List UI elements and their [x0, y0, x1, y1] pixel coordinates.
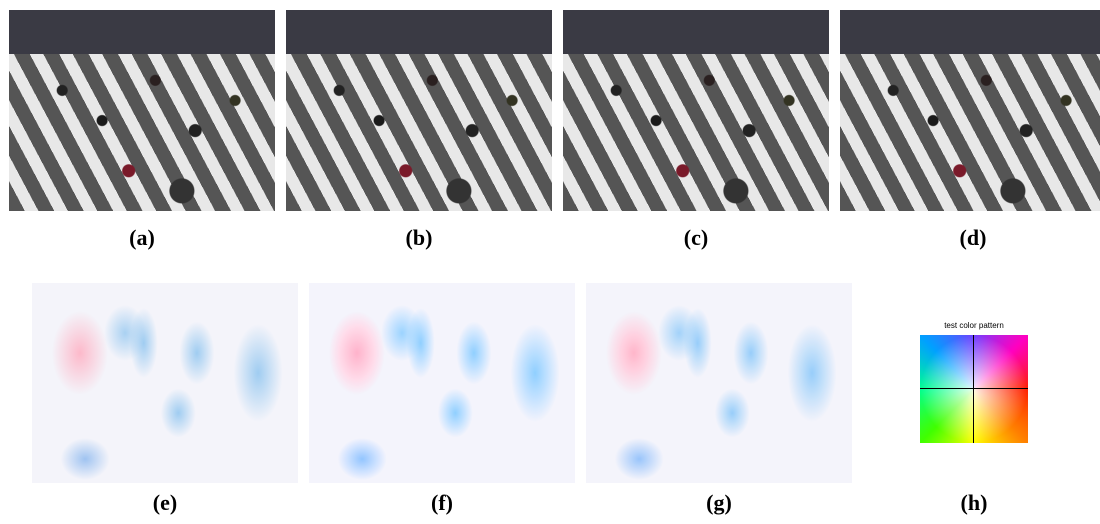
flow-field: [309, 283, 575, 483]
panel-label: (h): [961, 490, 988, 516]
panel-label: (c): [684, 225, 708, 251]
crowd-frame: [840, 10, 1100, 211]
figure: (a) (b) (c) (d) test color pattern (e) (…: [0, 0, 1100, 524]
color-pattern: [920, 335, 1028, 443]
crosshair: [973, 335, 974, 443]
wheel-center: [920, 335, 1028, 443]
panel-label: (e): [153, 490, 177, 516]
crowd-frame: [9, 10, 275, 211]
panel-label: (f): [431, 490, 453, 516]
flow-field: [586, 283, 852, 483]
crosshair: [920, 388, 1028, 389]
crowd-frame: [286, 10, 552, 211]
panel-label: (b): [406, 225, 433, 251]
panel-label: (a): [129, 225, 155, 251]
crowd-frame: [563, 10, 829, 211]
panel-label: (g): [706, 490, 732, 516]
flow-field: [32, 283, 298, 483]
color-pattern-title: test color pattern: [944, 321, 1004, 330]
panel-label: (d): [960, 225, 987, 251]
